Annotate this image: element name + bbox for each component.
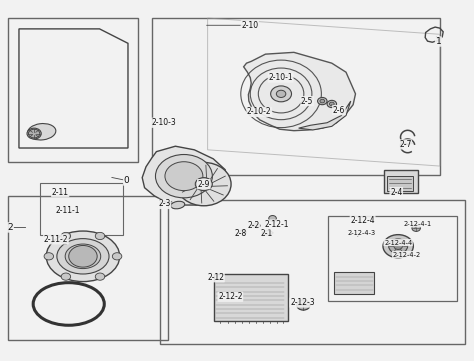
Circle shape — [95, 273, 105, 280]
Bar — [8, 196, 168, 340]
Ellipse shape — [252, 224, 260, 227]
Ellipse shape — [262, 231, 273, 235]
Bar — [384, 170, 418, 193]
Ellipse shape — [171, 201, 185, 209]
Circle shape — [318, 97, 327, 105]
Text: 2-12-4: 2-12-4 — [350, 216, 375, 225]
Text: 2-10-1: 2-10-1 — [268, 73, 293, 82]
Circle shape — [389, 239, 408, 253]
Circle shape — [394, 243, 402, 249]
Text: 2-3: 2-3 — [158, 200, 171, 208]
Text: 2-2: 2-2 — [247, 221, 260, 230]
Circle shape — [271, 86, 292, 102]
Bar — [334, 272, 374, 294]
Text: 2-11: 2-11 — [52, 188, 69, 196]
Circle shape — [28, 129, 40, 138]
Text: 2-12-4-1: 2-12-4-1 — [404, 221, 432, 227]
Text: 2-12-3: 2-12-3 — [290, 298, 315, 307]
Text: 2-9: 2-9 — [198, 180, 210, 188]
Circle shape — [297, 300, 310, 310]
Text: 2-1: 2-1 — [260, 230, 273, 238]
Text: 2-12-2: 2-12-2 — [218, 292, 243, 301]
Bar — [328, 216, 457, 301]
Text: 2-12-4-2: 2-12-4-2 — [392, 252, 421, 257]
Circle shape — [276, 90, 286, 97]
Circle shape — [383, 235, 413, 258]
Circle shape — [412, 225, 420, 231]
Text: 1: 1 — [436, 37, 441, 46]
Text: 2-12: 2-12 — [207, 273, 224, 282]
Ellipse shape — [27, 123, 56, 140]
Circle shape — [61, 273, 71, 280]
Ellipse shape — [27, 128, 41, 139]
Circle shape — [112, 253, 122, 260]
Circle shape — [269, 216, 276, 221]
Circle shape — [329, 102, 334, 106]
Polygon shape — [142, 146, 228, 205]
Text: 2-5: 2-5 — [301, 97, 313, 105]
Ellipse shape — [65, 244, 100, 269]
Ellipse shape — [57, 239, 109, 274]
Ellipse shape — [46, 231, 119, 282]
Text: 2-10: 2-10 — [241, 21, 258, 30]
Text: 2-12-4-4: 2-12-4-4 — [384, 240, 412, 245]
Text: 0: 0 — [124, 176, 129, 185]
Bar — [152, 18, 440, 175]
Bar — [40, 183, 123, 235]
Text: 2-7: 2-7 — [399, 140, 411, 149]
Ellipse shape — [239, 230, 246, 234]
Bar — [160, 200, 465, 344]
Circle shape — [327, 100, 337, 108]
Circle shape — [61, 232, 71, 240]
Circle shape — [320, 99, 325, 103]
Text: 2-4: 2-4 — [390, 188, 402, 196]
Text: 2-11-1: 2-11-1 — [55, 206, 80, 214]
Text: 2-8: 2-8 — [235, 229, 247, 238]
Text: 2-12-1: 2-12-1 — [264, 220, 289, 229]
Text: 2-10-2: 2-10-2 — [247, 108, 272, 116]
Text: 2-6: 2-6 — [333, 106, 345, 114]
Circle shape — [95, 232, 105, 240]
Ellipse shape — [176, 162, 231, 206]
Circle shape — [69, 245, 97, 267]
Text: 2-12-4-3: 2-12-4-3 — [347, 230, 375, 236]
Ellipse shape — [165, 162, 203, 191]
Circle shape — [195, 178, 212, 191]
Bar — [8, 18, 138, 162]
Ellipse shape — [155, 155, 212, 198]
Text: 2-11-2: 2-11-2 — [44, 235, 68, 244]
Bar — [214, 274, 288, 321]
Polygon shape — [244, 52, 356, 131]
Circle shape — [44, 253, 54, 260]
Bar — [387, 176, 413, 191]
Text: 2: 2 — [8, 223, 13, 232]
Text: 2-10-3: 2-10-3 — [151, 118, 176, 127]
Polygon shape — [299, 101, 351, 130]
